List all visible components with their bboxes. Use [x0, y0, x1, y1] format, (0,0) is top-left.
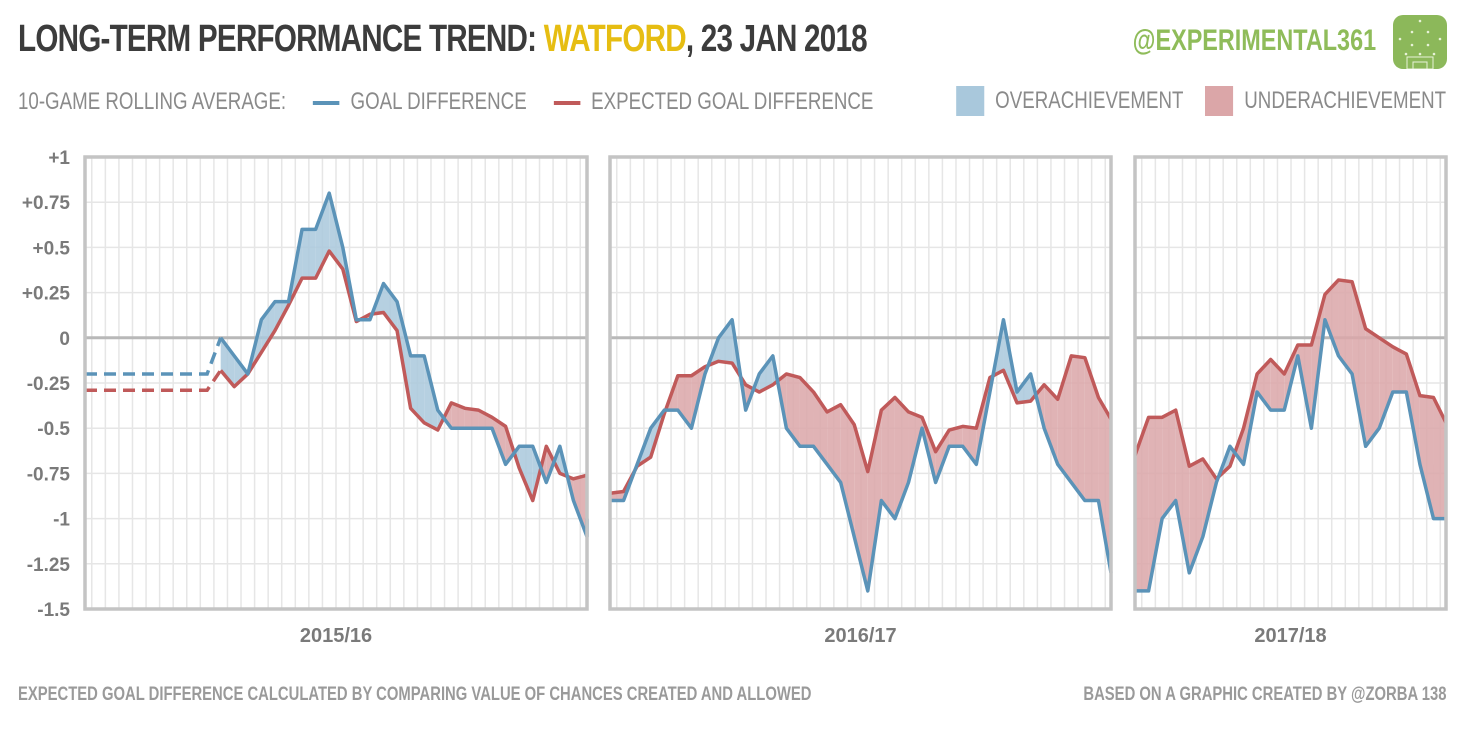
goal-difference-line-dashed: [85, 337, 223, 376]
legend-goal-difference: GOAL DIFFERENCE: [350, 88, 527, 115]
underachievement-area: [1392, 346, 1407, 393]
y-tick-label: -1: [53, 510, 70, 531]
season-label: 2015/16: [300, 625, 372, 647]
underachievement-area: [1071, 355, 1085, 501]
panel-2015-16: [83, 155, 589, 611]
y-tick-label: +1: [48, 148, 70, 169]
overachievement-area: [261, 301, 275, 353]
expected-goal-difference-line-dashed: [85, 369, 223, 392]
series-legend: 10-GAME ROLLING AVERAGE: GOAL DIFFERENCE…: [18, 88, 873, 116]
expected-goal-difference-line: [219, 249, 588, 503]
underachievement-swatch: [1205, 86, 1234, 116]
credit-note: BASED ON A GRAPHIC CREATED BY @ZORBA 138: [1082, 684, 1446, 705]
legend-overachievement: OVERACHIEVEMENT: [995, 87, 1184, 114]
overachievement-area: [302, 229, 316, 279]
legend-underachievement: UNDERACHIEVEMENT: [1244, 87, 1446, 114]
underachievement-area: [1433, 397, 1446, 519]
y-tick-label: +0.75: [22, 193, 71, 214]
y-tick-label: 0: [59, 329, 70, 350]
underachievement-area: [1148, 417, 1163, 591]
underachievement-area: [677, 375, 692, 429]
underachievement-area: [786, 373, 800, 447]
overachievement-area: [410, 355, 425, 423]
team-name: WATFORD: [543, 18, 687, 60]
underachievement-area: [478, 410, 493, 429]
y-tick-label: -0.5: [37, 419, 70, 440]
y-tick-label: -0.25: [27, 374, 71, 395]
panel-frame: [83, 155, 589, 611]
panel-2017-18: [1133, 155, 1448, 611]
title-date: , 23 JAN 2018: [685, 18, 868, 60]
underachievement-area: [464, 408, 479, 429]
panel-frame: [1133, 155, 1448, 611]
methodology-note: EXPECTED GOAL DIFFERENCE CALCULATED BY C…: [18, 684, 812, 705]
chart-title: LONG-TERM PERFORMANCE TREND: WATFORD, 23…: [18, 18, 868, 61]
underachievement-area: [451, 402, 465, 429]
expected-goal-difference-line-swatch: [553, 100, 581, 105]
goal-difference-line-swatch: [313, 100, 340, 105]
goal-difference-line: [1135, 317, 1446, 593]
y-tick-label: -1.5: [37, 600, 70, 621]
underachievement-area: [867, 410, 882, 591]
underachievement-area: [799, 377, 814, 447]
panel-2016-17: [608, 155, 1113, 611]
underachievement-area: [1084, 357, 1099, 501]
season-label: 2016/17: [824, 625, 896, 647]
overachievement-swatch: [956, 86, 985, 116]
underachievement-area: [1324, 279, 1339, 356]
expected-goal-difference-line: [1133, 278, 1448, 481]
overachievement-area: [519, 446, 533, 501]
y-tick-label: +0.5: [32, 238, 70, 259]
underachievement-area: [1379, 337, 1393, 429]
underachievement-area: [1057, 355, 1072, 483]
underachievement-area: [840, 404, 855, 537]
underachievement-area: [827, 404, 841, 483]
underachievement-area: [881, 397, 895, 519]
underachievement-area: [1162, 410, 1176, 519]
author-handle: @EXPERIMENTAL361: [1132, 24, 1376, 57]
underachievement-area: [1419, 395, 1434, 519]
underachievement-area: [573, 475, 587, 537]
overachievement-area: [718, 319, 733, 364]
panel-frame: [608, 155, 1113, 611]
overachievement-area: [383, 283, 398, 331]
season-label: 2017/18: [1254, 625, 1326, 647]
title-prefix: LONG-TERM PERFORMANCE TREND:: [18, 18, 544, 60]
legend-expected-goal-difference: EXPECTED GOAL DIFFERENCE: [591, 88, 874, 115]
underachievement-area: [1338, 279, 1353, 374]
underachievement-area: [1098, 397, 1111, 573]
legend-prefix: 10-GAME ROLLING AVERAGE:: [18, 88, 287, 115]
overachievement-area: [759, 355, 773, 393]
underachievement-area: [1044, 384, 1058, 465]
underachievement-area: [1175, 410, 1190, 573]
underachievement-area: [1406, 354, 1420, 465]
football-pitch-icon: [1393, 15, 1447, 70]
underachievement-area: [949, 426, 963, 447]
goal-difference-line: [219, 191, 589, 539]
underachievement-area: [813, 392, 828, 465]
underachievement-area: [1365, 328, 1380, 447]
goal-difference-line: [610, 317, 1113, 593]
y-tick-label: +0.25: [22, 284, 71, 305]
underachievement-area: [962, 426, 977, 465]
y-tick-label: -1.25: [27, 555, 71, 576]
underachievement-area: [1135, 417, 1149, 591]
overachievement-area: [234, 355, 248, 387]
y-tick-label: -0.75: [27, 464, 71, 485]
area-legend: OVERACHIEVEMENT UNDERACHIEVEMENT: [934, 86, 1446, 116]
expected-goal-difference-line: [609, 354, 1113, 496]
